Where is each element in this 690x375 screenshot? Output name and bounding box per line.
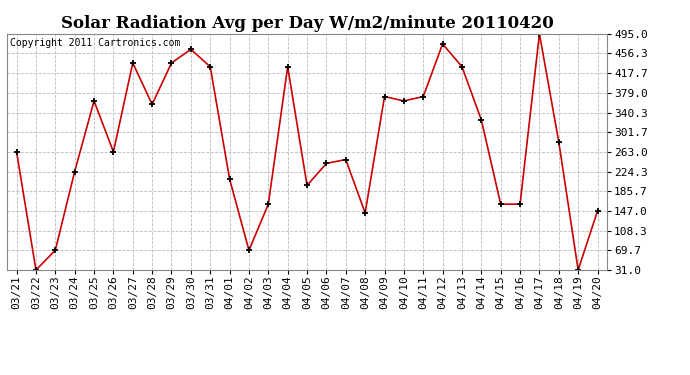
- Text: Copyright 2011 Cartronics.com: Copyright 2011 Cartronics.com: [10, 39, 180, 48]
- Title: Solar Radiation Avg per Day W/m2/minute 20110420: Solar Radiation Avg per Day W/m2/minute …: [61, 15, 553, 32]
